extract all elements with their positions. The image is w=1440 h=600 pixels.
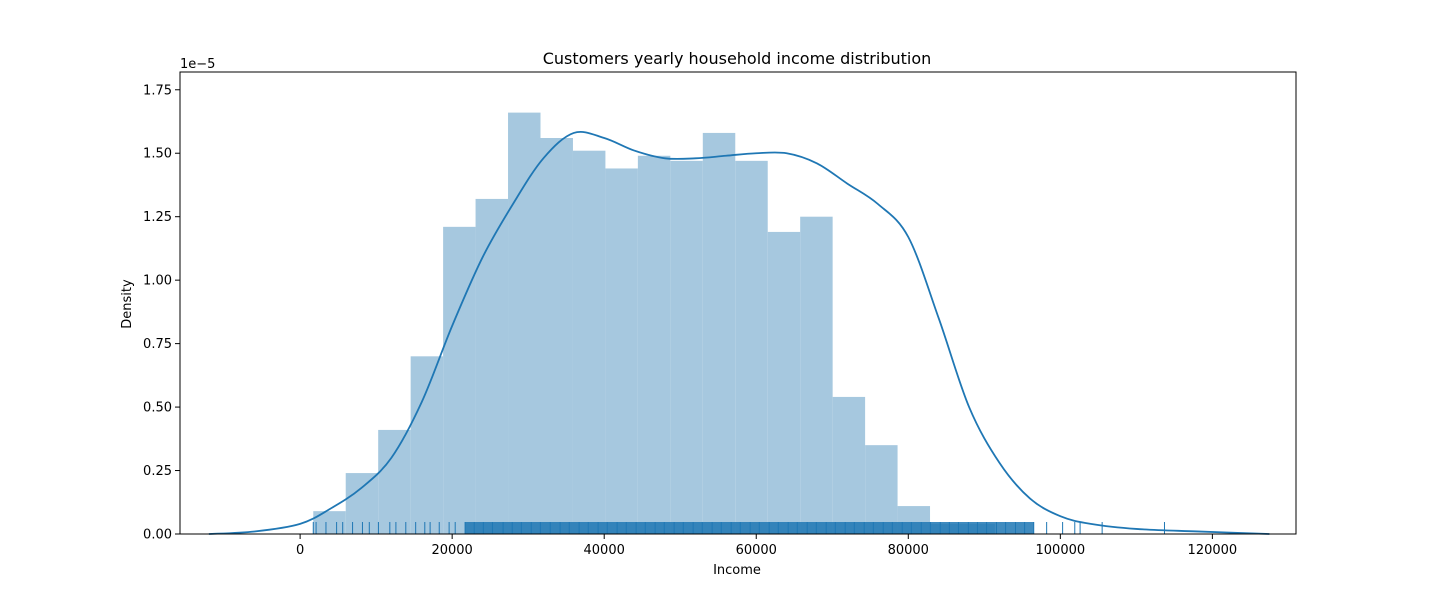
histogram-bar xyxy=(443,226,476,534)
y-tick-label: 1.25 xyxy=(143,210,172,225)
x-tick-label: 40000 xyxy=(584,543,625,558)
rug-dense-band xyxy=(465,522,1034,534)
histogram-bar xyxy=(735,160,768,534)
chart-title: Customers yearly household income distri… xyxy=(543,49,932,68)
kde-line xyxy=(208,130,1270,535)
histogram-bar xyxy=(572,150,606,534)
axes-frame xyxy=(179,71,1297,535)
y-tick-label: 0.25 xyxy=(143,464,172,479)
histogram-bar xyxy=(378,429,411,534)
x-tick-label: 80000 xyxy=(888,543,929,558)
plot-area: 0.00 0.25 0.50 0.75 1.00 1.25 1.50 1.75 0 20000 40… xyxy=(143,83,1270,558)
y-axis-label: Density xyxy=(120,279,135,329)
histogram-bar xyxy=(410,356,444,534)
x-tick-label: 20000 xyxy=(431,543,472,558)
y-offset-text: 1e−5 xyxy=(180,57,215,72)
x-axis-label: Income xyxy=(713,563,761,578)
histogram-bar xyxy=(702,132,736,534)
y-tick-label: 0.50 xyxy=(143,401,172,416)
histogram-bar xyxy=(475,198,509,534)
histogram-bar xyxy=(767,231,801,534)
histogram-bar xyxy=(313,511,346,534)
x-tick-label: 60000 xyxy=(736,543,777,558)
histogram-bar xyxy=(832,396,866,534)
x-tick-label: 120000 xyxy=(1188,543,1238,558)
histogram-bar xyxy=(540,138,573,534)
x-tick-label: 100000 xyxy=(1036,543,1086,558)
histogram-bar xyxy=(605,168,638,534)
y-tick-label: 1.75 xyxy=(143,83,172,98)
y-tick-label: 1.00 xyxy=(143,274,172,289)
histogram-bar xyxy=(637,155,671,534)
x-tick-label: 0 xyxy=(296,543,304,558)
histogram-bar xyxy=(508,112,541,534)
histogram-bar xyxy=(670,160,703,534)
histogram-bar xyxy=(865,445,898,534)
y-tick-label: 0.75 xyxy=(143,337,172,352)
y-tick-label: 0.00 xyxy=(143,528,172,543)
histogram-bar xyxy=(800,216,833,534)
y-tick-label: 1.50 xyxy=(143,147,172,162)
